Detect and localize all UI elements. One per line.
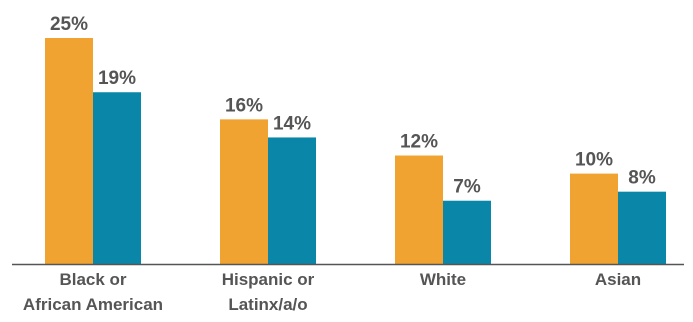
data-labels-layer: 25% 19% 16% 14% 12% 7% 10% 8% (50, 14, 656, 198)
x-tick-label-line: Asian (595, 270, 641, 289)
x-tick-label-category-3: Asian (595, 270, 641, 289)
data-label-series-1-category-3: 8% (628, 168, 656, 189)
x-tick-label-line: African American (23, 295, 163, 314)
x-tick-labels-layer: Black or African American Hispanic or Latin… (23, 270, 641, 314)
x-tick-label-line: Latinx/a/o (228, 295, 307, 314)
x-tick-label-line: White (420, 270, 466, 289)
bar-series-0-category-0 (45, 38, 93, 264)
bar-series-1-category-3 (618, 191, 666, 264)
data-label-series-1-category-2: 7% (453, 177, 481, 198)
bar-series-1-category-2 (443, 200, 491, 264)
x-tick-label-line: Black or (59, 270, 126, 289)
bar-series-1-category-1 (268, 137, 316, 264)
bars-layer (45, 38, 666, 265)
x-tick-label-category-1: Hispanic or Latinx/a/o (222, 270, 315, 314)
bar-series-0-category-3 (570, 173, 618, 264)
x-tick-label-line: Hispanic or (222, 270, 315, 289)
data-label-series-0-category-1: 16% (225, 95, 263, 116)
data-label-series-1-category-0: 19% (98, 68, 136, 89)
data-label-series-0-category-2: 12% (400, 132, 438, 153)
bar-series-0-category-2 (395, 155, 443, 264)
x-tick-label-category-2: White (420, 270, 466, 289)
bar-series-1-category-0 (93, 92, 141, 265)
data-label-series-1-category-1: 14% (273, 113, 311, 134)
bar-series-0-category-1 (220, 119, 268, 264)
data-label-series-0-category-0: 25% (50, 14, 88, 35)
x-tick-label-category-0: Black or African American (23, 270, 163, 314)
data-label-series-0-category-3: 10% (575, 150, 613, 171)
